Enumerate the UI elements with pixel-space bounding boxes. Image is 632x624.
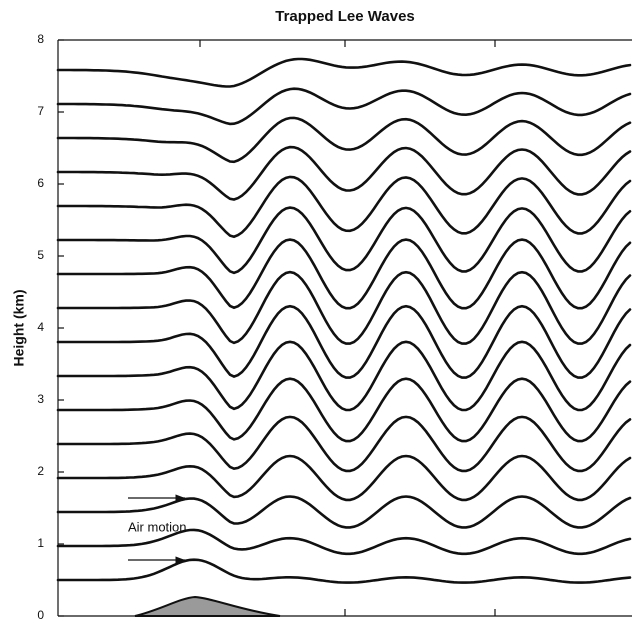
streamline (56, 495, 632, 529)
y-tick-label: 3 (37, 392, 44, 406)
annotation: Air motion (128, 519, 187, 534)
y-tick-label: 0 (37, 608, 44, 622)
y-tick-label: 7 (37, 104, 44, 118)
y-tick-label: 8 (37, 32, 44, 46)
streamline (56, 415, 632, 473)
y-axis-label: Height (km) (11, 290, 27, 367)
streamline (56, 340, 632, 412)
streamline (56, 206, 632, 275)
mountain (134, 595, 281, 617)
streamline (56, 377, 632, 443)
streamline (56, 57, 632, 88)
streamline (56, 145, 632, 201)
y-tick-label: 4 (37, 320, 44, 334)
streamline (56, 175, 632, 239)
streamline (56, 528, 632, 556)
streamline (56, 116, 632, 164)
streamline (56, 304, 632, 379)
streamline (56, 454, 632, 502)
streamline (56, 270, 632, 345)
title: Trapped Lee Waves (275, 8, 415, 25)
streamlines (56, 57, 632, 584)
y-tick-label: 2 (37, 464, 44, 478)
streamline (56, 87, 632, 126)
streamline (56, 558, 632, 584)
y-tick-label: 1 (37, 536, 44, 550)
y-tick-label: 6 (37, 176, 44, 190)
y-tick-label: 5 (37, 248, 44, 262)
streamline (56, 238, 632, 310)
